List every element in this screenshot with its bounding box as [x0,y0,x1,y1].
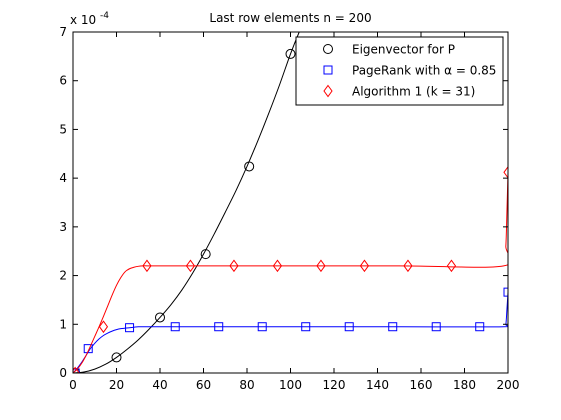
data-point-square [388,322,398,332]
x-tick-label: 100 [279,378,302,392]
data-point-diamond [142,259,152,273]
x-tick-label: 200 [497,378,520,392]
data-point-square [257,322,267,332]
data-point-diamond [359,259,370,273]
x-tick-label: 160 [410,378,433,392]
y-tick-label: 2 [59,269,67,283]
x-tick-label: 40 [152,378,167,392]
y-tick-label: 3 [59,220,67,234]
legend: Eigenvector for P PageRank with α = 0.85 A… [295,36,504,106]
legend-label: Eigenvector for P [352,43,455,57]
series-square [73,287,508,373]
data-point-diamond [73,366,80,373]
data-point-circle [155,312,165,323]
data-point-square [170,322,180,332]
data-point-square [431,322,441,332]
legend-label: Algorithm 1 (k = 31) [352,85,475,99]
data-point-diamond [98,320,109,334]
data-point-square [83,344,93,354]
y-exponent-power: -4 [100,11,109,21]
x-tick-label: 140 [366,378,389,392]
series-line-square [73,292,508,373]
data-point-diamond [185,259,196,273]
data-point-square [73,368,80,373]
x-tick-label: 80 [239,378,254,392]
x-tick-label: 120 [323,378,346,392]
data-point-circle [111,352,122,363]
y-tick-label: 4 [59,171,67,185]
data-point-diamond [272,259,283,273]
data-point-square [503,287,508,297]
x-tick-label: 180 [453,378,476,392]
legend-marker-square [323,65,333,75]
data-point-diamond [446,259,457,273]
x-tick-label: 20 [109,378,124,392]
data-point-diamond [403,259,413,273]
data-point-square [301,322,311,332]
chart-title: Last row elements n = 200 [209,11,371,25]
x-tick-label: 0 [69,378,77,392]
axis-layer: 0 20 40 60 80 100 120 140 160 180 200 0 1 2 3 4 5 6 7 [59,25,519,392]
data-point-square [125,323,135,333]
series-line-diamond [73,172,508,373]
y-tick-label: 5 [59,122,67,136]
y-tick-label: 7 [59,25,67,39]
y-tick-label: 0 [59,366,67,380]
data-point-square [475,322,485,332]
series-circle [73,32,300,373]
y-tick-label: 1 [59,317,67,331]
data-point-circle [285,48,296,59]
series-diamond [73,165,508,373]
data-point-diamond [316,259,326,273]
data-point-diamond [503,165,508,179]
legend-label: PageRank with α = 0.85 [352,64,496,78]
y-tick-label: 6 [59,74,67,88]
data-point-square [344,322,354,332]
x-tick-label: 60 [196,378,211,392]
series-layer [73,32,508,373]
data-point-circle [244,161,255,172]
data-point-square [214,322,224,332]
data-point-circle [200,249,211,260]
y-axis-exponent: x 10 -4 [70,11,109,27]
legend-marker-diamond [323,84,333,98]
series-line-circle [73,32,300,373]
data-point-diamond [229,259,239,273]
y-exponent-base: x 10 [70,13,96,27]
legend-marker-circle [323,44,333,54]
